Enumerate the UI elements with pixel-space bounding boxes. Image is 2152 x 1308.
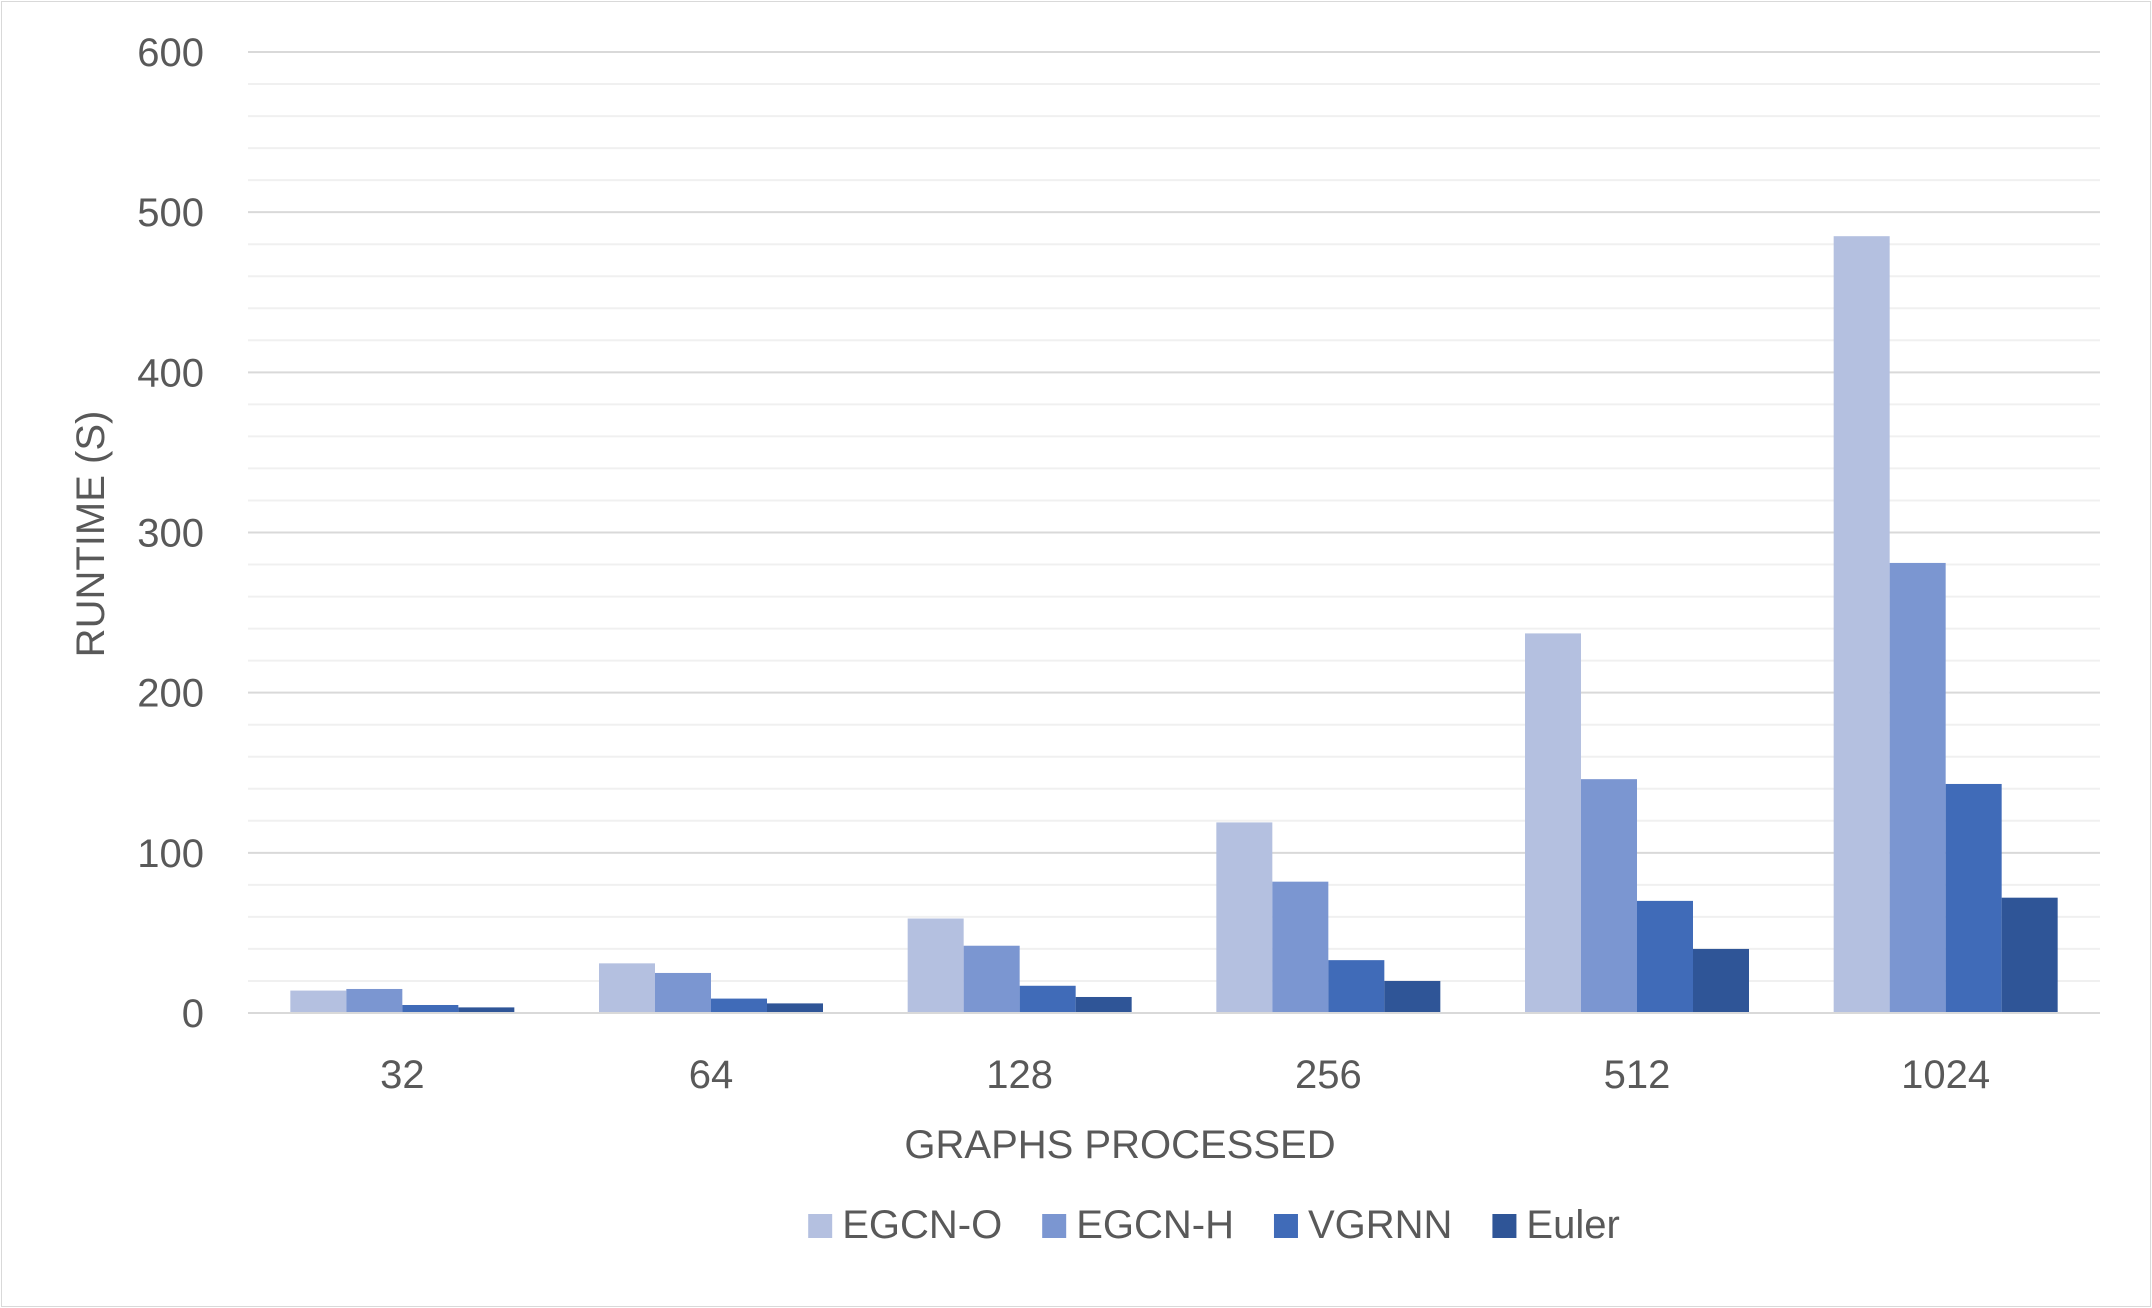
bar-egcn-h xyxy=(346,988,403,1013)
gridlines xyxy=(248,51,2100,982)
bar-vgrnn xyxy=(711,998,767,1013)
x-axis-title: GRAPHS PROCESSED xyxy=(904,1123,1335,1167)
bar-egcn-o xyxy=(1525,633,1581,1013)
x-tick-label: 256 xyxy=(1295,1053,1362,1097)
bar-egcn-h xyxy=(1889,562,1946,1013)
x-tick-label: 64 xyxy=(689,1053,734,1097)
x-tick-label: 1024 xyxy=(1901,1053,1990,1097)
legend: EGCN-O EGCN-H VGRNN Euler xyxy=(808,1203,1620,1247)
y-tick-label: 100 xyxy=(137,832,204,876)
y-tick-label: 400 xyxy=(137,351,204,395)
bar-euler xyxy=(2001,897,2058,1013)
legend-item: VGRNN xyxy=(1273,1203,1452,1247)
x-tick-label: 32 xyxy=(380,1053,425,1097)
legend-item: EGCN-O xyxy=(808,1203,1002,1247)
legend-swatch xyxy=(1273,1214,1298,1238)
x-axis-tick-labels: 32 64 128 256 512 1024 xyxy=(380,1053,1990,1097)
bar-egcn-h xyxy=(655,972,711,1013)
bar-vgrnn xyxy=(1019,985,1076,1013)
y-tick-label: 500 xyxy=(137,191,204,235)
y-tick-label: 300 xyxy=(137,512,204,556)
bar-euler xyxy=(1384,980,1441,1013)
bar-vgrnn xyxy=(1637,900,1693,1013)
bar-egcn-h xyxy=(1272,881,1329,1013)
y-tick-label: 600 xyxy=(137,31,204,75)
bar-egcn-h xyxy=(1581,779,1637,1013)
bar-egcn-o xyxy=(290,990,347,1013)
bar-euler xyxy=(458,1007,515,1013)
x-tick-label: 128 xyxy=(986,1053,1053,1097)
bar-egcn-o xyxy=(907,918,964,1013)
bar-euler xyxy=(1693,948,1749,1013)
bar-euler xyxy=(1075,996,1132,1013)
legend-swatch xyxy=(808,1214,833,1238)
legend-label: EGCN-O xyxy=(842,1203,1002,1247)
bar-vgrnn xyxy=(1945,783,2002,1013)
bar-egcn-o xyxy=(1216,822,1273,1013)
legend-label: EGCN-H xyxy=(1076,1203,1234,1247)
bar-egcn-o xyxy=(1833,236,1890,1014)
bar-vgrnn xyxy=(402,1004,459,1013)
y-axis-title: RUNTIME (S) xyxy=(69,411,113,658)
x-tick-label: 512 xyxy=(1604,1053,1671,1097)
bar-euler xyxy=(767,1003,823,1013)
legend-label: VGRNN xyxy=(1308,1203,1452,1247)
y-tick-label: 0 xyxy=(182,992,204,1036)
y-tick-label: 200 xyxy=(137,672,204,716)
legend-label: Euler xyxy=(1526,1203,1619,1247)
y-axis-tick-labels: 0 100 200 300 400 500 600 xyxy=(137,31,204,1036)
legend-item: EGCN-H xyxy=(1042,1203,1234,1247)
bar-vgrnn xyxy=(1328,960,1385,1013)
bar-egcn-o xyxy=(599,963,655,1013)
legend-swatch xyxy=(1492,1214,1517,1238)
legend-item: Euler xyxy=(1492,1203,1620,1247)
bars xyxy=(290,236,2058,1014)
legend-swatch xyxy=(1042,1214,1067,1238)
bar-egcn-h xyxy=(963,945,1020,1013)
